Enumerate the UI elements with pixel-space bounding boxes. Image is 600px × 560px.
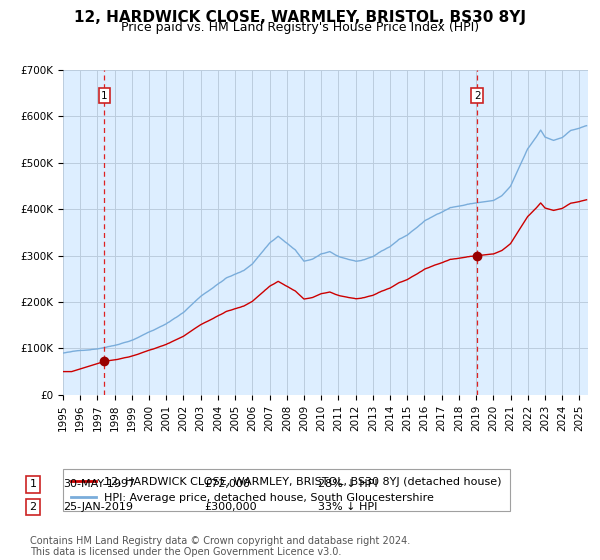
Text: 2: 2 [474, 91, 481, 101]
Text: 12, HARDWICK CLOSE, WARMLEY, BRISTOL, BS30 8YJ: 12, HARDWICK CLOSE, WARMLEY, BRISTOL, BS… [74, 10, 526, 25]
Text: £300,000: £300,000 [204, 502, 257, 512]
Text: 30-MAY-1997: 30-MAY-1997 [63, 479, 135, 489]
Text: 25-JAN-2019: 25-JAN-2019 [63, 502, 133, 512]
Text: 2: 2 [29, 502, 37, 512]
Legend: 12, HARDWICK CLOSE, WARMLEY, BRISTOL, BS30 8YJ (detached house), HPI: Average pr: 12, HARDWICK CLOSE, WARMLEY, BRISTOL, BS… [64, 469, 509, 511]
Text: 1: 1 [101, 91, 108, 101]
Text: £72,000: £72,000 [204, 479, 250, 489]
Text: 33% ↓ HPI: 33% ↓ HPI [318, 502, 377, 512]
Text: 1: 1 [29, 479, 37, 489]
Text: 28% ↓ HPI: 28% ↓ HPI [318, 479, 377, 489]
Text: Contains HM Land Registry data © Crown copyright and database right 2024.
This d: Contains HM Land Registry data © Crown c… [30, 535, 410, 557]
Text: Price paid vs. HM Land Registry's House Price Index (HPI): Price paid vs. HM Land Registry's House … [121, 21, 479, 34]
